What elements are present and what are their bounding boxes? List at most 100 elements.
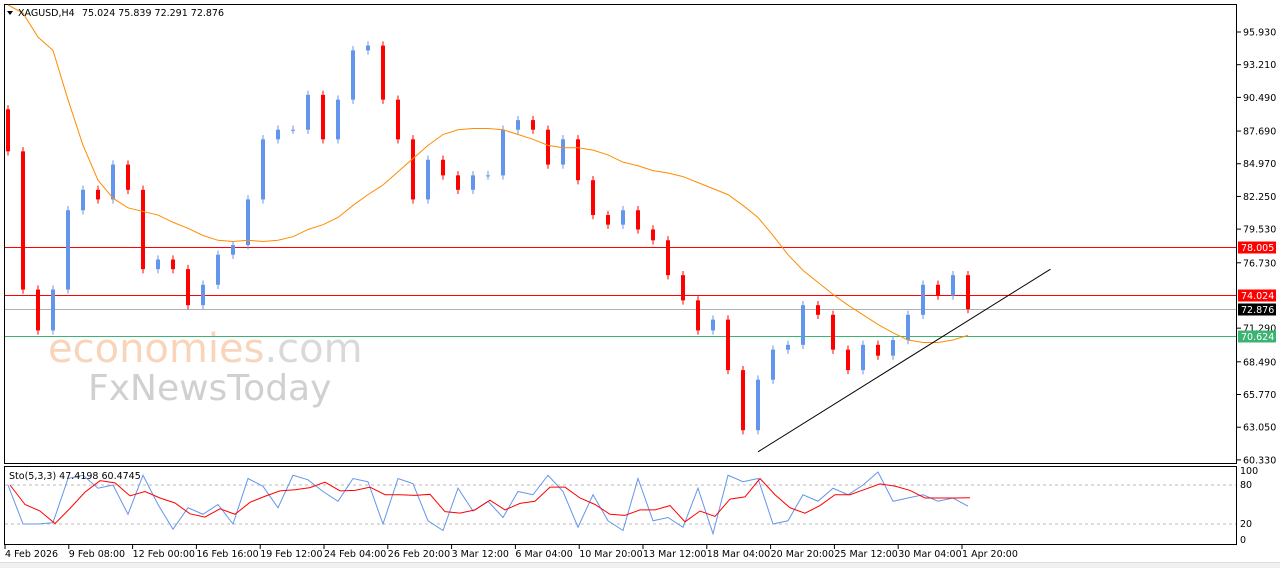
bearish-candle <box>816 305 820 315</box>
bullish-candle <box>276 129 280 140</box>
bullish-candle <box>306 94 310 130</box>
price-tag-label: 74.024 <box>1241 291 1274 302</box>
bullish-candle <box>951 275 955 296</box>
bullish-candle <box>861 344 865 371</box>
price-tag <box>1238 303 1276 316</box>
bullish-candle <box>801 305 805 345</box>
bullish-candle <box>516 120 520 130</box>
price-levels <box>5 247 1236 337</box>
bearish-candle <box>36 289 40 331</box>
price-tick-label: 63.050 <box>1243 423 1276 434</box>
time-tick-label: 1 Apr 20:00 <box>962 549 1018 560</box>
bullish-candle <box>156 259 160 270</box>
bearish-candle <box>171 259 175 270</box>
bullish-candle <box>216 254 220 285</box>
bullish-candle <box>471 175 475 190</box>
bearish-candle <box>456 175 460 190</box>
bearish-candle <box>321 94 325 140</box>
bullish-candle <box>81 189 85 211</box>
time-tick-label: 24 Feb 04:00 <box>324 549 386 560</box>
bearish-candle <box>666 240 670 276</box>
bearish-candle <box>546 129 550 165</box>
time-tick-label: 10 Mar 20:00 <box>579 549 642 560</box>
time-tick-label: 20 Mar 20:00 <box>771 549 834 560</box>
price-tag-label: 72.876 <box>1241 305 1274 316</box>
price-tag <box>1238 241 1276 254</box>
price-tick-label: 79.530 <box>1243 225 1276 236</box>
bearish-candle <box>441 159 445 176</box>
symbol-label: XAGUSD,H4 <box>18 8 75 19</box>
ohlc-values: 75.024 75.839 72.291 72.876 <box>82 8 224 19</box>
bottom-strip <box>0 562 1280 568</box>
bullish-candle <box>66 210 70 290</box>
bullish-candle <box>291 129 295 131</box>
bearish-candle <box>591 180 595 216</box>
bullish-candle <box>261 139 265 200</box>
logo-economies: economies.com <box>48 326 363 372</box>
bullish-candle <box>921 284 925 315</box>
bullish-candle <box>711 319 715 331</box>
bullish-candle <box>756 379 760 431</box>
price-tags: 78.005 74.024 72.876 70.624 <box>1238 241 1276 343</box>
price-tick-label: 82.250 <box>1243 192 1276 203</box>
bullish-candle <box>201 284 205 306</box>
time-tick-label: 18 Mar 04:00 <box>707 549 770 560</box>
bearish-candle <box>576 139 580 181</box>
price-tag <box>1238 289 1276 302</box>
time-tick-label: 4 Feb 2026 <box>5 549 58 560</box>
stochastic-panel: 100 80 20 0 <box>5 466 1258 546</box>
bullish-candle <box>426 159 430 200</box>
bearish-candle <box>831 314 835 350</box>
bearish-candle <box>606 215 610 225</box>
bearish-candle <box>21 151 25 290</box>
bullish-candle <box>351 50 355 100</box>
time-tick-label: 26 Feb 20:00 <box>388 549 450 560</box>
bullish-candle <box>561 139 565 165</box>
time-tick-label: 19 Feb 12:00 <box>260 549 322 560</box>
bearish-candle <box>96 189 100 200</box>
price-tick-label: 60.330 <box>1243 455 1276 466</box>
stochastic-tick-label: 0 <box>1240 535 1246 546</box>
candles <box>6 41 970 435</box>
bearish-candle <box>876 344 880 356</box>
bearish-candle <box>186 269 190 306</box>
bearish-candle <box>681 275 685 301</box>
logo-fxnewstoday: FxNewsToday <box>88 368 331 409</box>
stochastic-tick-label: 80 <box>1240 480 1252 491</box>
main-chart-frame <box>4 4 1237 464</box>
stochastic-tick-label: 20 <box>1240 519 1252 530</box>
trendline[interactable] <box>757 268 1051 453</box>
bullish-candle <box>246 199 250 246</box>
price-tick-label: 68.490 <box>1243 357 1276 368</box>
bullish-candle <box>786 344 790 350</box>
time-tick-label: 13 Mar 12:00 <box>643 549 706 560</box>
time-tick-label: 3 Mar 12:00 <box>452 549 509 560</box>
time-tick-label: 30 Mar 04:00 <box>898 549 961 560</box>
bearish-candle <box>411 139 415 200</box>
bullish-candle <box>51 289 55 331</box>
bullish-candle <box>891 340 895 356</box>
moving-average-line <box>7 4 969 343</box>
bullish-candle <box>111 164 115 200</box>
bearish-candle <box>141 189 145 270</box>
bearish-candle <box>636 210 640 230</box>
bullish-candle <box>501 129 505 176</box>
bullish-candle <box>366 45 370 51</box>
price-tick-label: 76.730 <box>1243 258 1276 269</box>
bearish-candle <box>726 319 730 371</box>
bullish-candle <box>771 349 775 380</box>
time-axis: 4 Feb 2026 9 Feb 08:00 12 Feb 00:00 16 Feb … <box>4 545 1018 560</box>
price-tick-label: 95.930 <box>1243 28 1276 39</box>
price-tick-label: 90.490 <box>1243 93 1276 104</box>
price-tick-label: 65.770 <box>1243 390 1276 401</box>
watermark-logo: economies.com FxNewsToday <box>48 326 363 409</box>
time-tick-label: 16 Feb 16:00 <box>196 549 258 560</box>
time-tick-label: 25 Mar 12:00 <box>834 549 897 560</box>
bearish-candle <box>846 349 850 371</box>
price-tick-label: 71.290 <box>1243 324 1276 335</box>
price-tick-label: 87.690 <box>1243 127 1276 138</box>
triangle-down-icon[interactable] <box>7 11 13 15</box>
bullish-candle <box>231 245 235 255</box>
bearish-candle <box>741 370 745 431</box>
